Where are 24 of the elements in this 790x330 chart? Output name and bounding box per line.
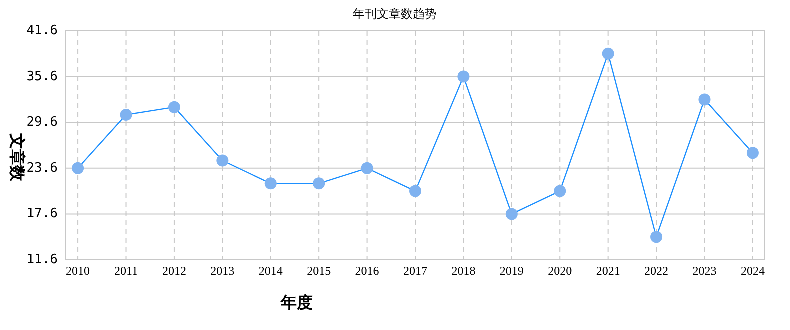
x-tick-label: 2014 bbox=[258, 264, 283, 278]
y-tick-label: 23.6 bbox=[26, 160, 58, 176]
x-axis-title: 年度 bbox=[280, 293, 313, 312]
y-tick-label: 35.6 bbox=[26, 69, 58, 84]
y-tick-label: 29.6 bbox=[26, 115, 58, 130]
x-tick-label: 2018 bbox=[452, 264, 476, 278]
x-tick-label: 2013 bbox=[210, 264, 235, 278]
chart-title: 年刊文章数趋势 bbox=[353, 7, 437, 21]
x-tick-label: 2015 bbox=[307, 264, 332, 278]
y-axis-title: 文章数 bbox=[8, 132, 27, 182]
y-tick-label: 11.6 bbox=[26, 252, 58, 268]
x-tick-label: 2024 bbox=[740, 264, 765, 278]
x-tick-label: 2016 bbox=[355, 264, 380, 278]
x-tick-label: 2021 bbox=[596, 264, 620, 278]
x-tick-label: 2017 bbox=[404, 264, 428, 278]
x-tick-label: 2022 bbox=[644, 264, 669, 278]
x-tick-label: 2023 bbox=[692, 264, 717, 278]
x-tick-label: 2012 bbox=[162, 264, 186, 278]
x-tick-label: 2011 bbox=[114, 264, 138, 278]
x-tick-label: 2020 bbox=[548, 264, 572, 278]
y-tick-label: 41.6 bbox=[26, 24, 58, 39]
x-tick-label: 2019 bbox=[500, 264, 524, 278]
x-tick-label: 2010 bbox=[66, 264, 90, 278]
y-tick-label: 17.6 bbox=[26, 206, 58, 222]
